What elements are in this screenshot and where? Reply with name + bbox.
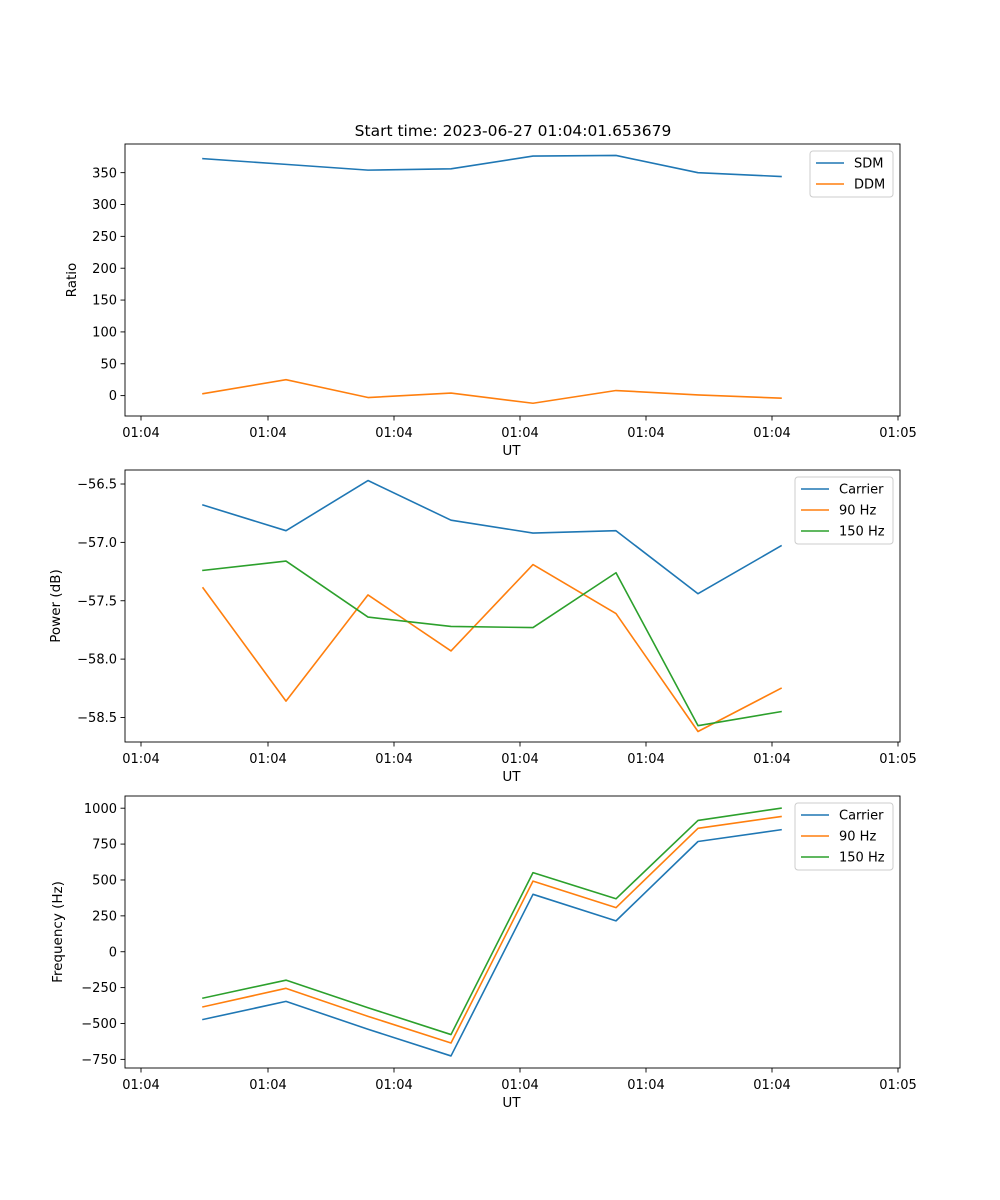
series-line-150-hz — [202, 560, 782, 727]
legend-label: 90 Hz — [839, 504, 876, 519]
y-tick-label: 200 — [92, 262, 117, 277]
series-line-carrier — [202, 828, 782, 1057]
y-tick-label: −58.0 — [77, 653, 117, 668]
axes-frame — [124, 143, 901, 417]
legend-label: 90 Hz — [839, 830, 876, 845]
series-line-ddm — [202, 378, 782, 405]
legend: Carrier 90 Hz 150 Hz — [794, 476, 894, 545]
x-tick-label: 01:04 — [122, 426, 159, 441]
y-tick-label: 150 — [92, 294, 117, 309]
x-tick-label: 01:04 — [753, 752, 790, 767]
x-tick-label: 01:04 — [249, 1078, 286, 1093]
legend: SDM DDM — [809, 150, 894, 198]
legend-box — [794, 802, 894, 871]
x-tick-label: 01:04 — [753, 426, 790, 441]
y-tick-label: −58.5 — [77, 711, 117, 726]
y-tick-label: 250 — [92, 230, 117, 245]
y-tick-label: 300 — [92, 198, 117, 213]
axes-frame — [124, 795, 901, 1069]
x-tick-label: 01:04 — [122, 752, 159, 767]
y-tick-label: 1000 — [84, 802, 117, 817]
chart-panel-1: 01:04 01:04 01:04 01:04 01:04 01:04 01:05 0 50 10… — [64, 143, 917, 459]
x-tick-label: 01:04 — [627, 426, 664, 441]
x-axis-label: UT — [502, 443, 521, 459]
x-tick-label: 01:04 — [375, 1078, 412, 1093]
y-tick-label: −750 — [81, 1053, 117, 1068]
y-tick-label: 350 — [92, 166, 117, 181]
legend-label: DDM — [854, 178, 885, 193]
x-tick-label: 01:04 — [627, 1078, 664, 1093]
chart-title: Start time: 2023-06-27 01:04:01.653679 — [355, 122, 672, 140]
x-tick-label: 01:04 — [375, 426, 412, 441]
y-tick-label: 0 — [109, 389, 117, 404]
series-line-carrier — [201, 479, 783, 595]
x-axis-label: UT — [502, 1095, 521, 1111]
legend-box — [794, 476, 894, 545]
chart-panel-2: 01:04 01:04 01:04 01:04 01:04 01:04 01:05 −58.5… — [48, 469, 917, 785]
y-tick-label: −57.0 — [77, 536, 117, 551]
legend-label: 150 Hz — [839, 851, 885, 866]
x-tick-label: 01:04 — [375, 752, 412, 767]
x-tick-label: 01:04 — [753, 1078, 790, 1093]
y-axis-label: Frequency (Hz) — [50, 881, 66, 983]
series-line-sdm — [202, 154, 782, 178]
y-tick-label: 50 — [100, 357, 117, 372]
x-tick-label: 01:05 — [879, 426, 916, 441]
x-tick-label: 01:04 — [501, 1078, 538, 1093]
series-line-150-hz — [202, 807, 782, 1036]
y-tick-label: 500 — [92, 874, 117, 889]
y-tick-label: −57.5 — [77, 594, 117, 609]
y-tick-label: 100 — [92, 326, 117, 341]
legend-label: Carrier — [839, 483, 884, 498]
legend: Carrier 90 Hz 150 Hz — [794, 802, 894, 871]
y-tick-label: −500 — [81, 1017, 117, 1032]
legend-label: Carrier — [839, 809, 884, 824]
y-tick-label: −250 — [81, 981, 117, 996]
y-axis-label: Power (dB) — [48, 569, 64, 642]
x-tick-label: 01:04 — [501, 752, 538, 767]
x-tick-label: 01:04 — [627, 752, 664, 767]
y-tick-label: 250 — [92, 909, 117, 924]
y-tick-label: 750 — [92, 838, 117, 853]
x-tick-label: 01:05 — [879, 1078, 916, 1093]
x-tick-label: 01:05 — [879, 752, 916, 767]
series-line-90-hz — [202, 815, 782, 1044]
x-tick-label: 01:04 — [501, 426, 538, 441]
legend-label: SDM — [854, 157, 883, 172]
x-tick-label: 01:04 — [249, 752, 286, 767]
legend-label: 150 Hz — [839, 525, 885, 540]
x-axis-label: UT — [502, 769, 521, 785]
axes-frame — [124, 469, 901, 743]
x-tick-label: 01:04 — [122, 1078, 159, 1093]
series-line-90-hz — [201, 563, 783, 733]
y-tick-label: 0 — [109, 945, 117, 960]
y-tick-label: −56.5 — [77, 478, 117, 493]
chart-panel-3: 01:04 01:04 01:04 01:04 01:04 01:04 01:05 −750 −… — [50, 795, 917, 1111]
x-tick-label: 01:04 — [249, 426, 286, 441]
y-axis-label: Ratio — [64, 263, 80, 298]
